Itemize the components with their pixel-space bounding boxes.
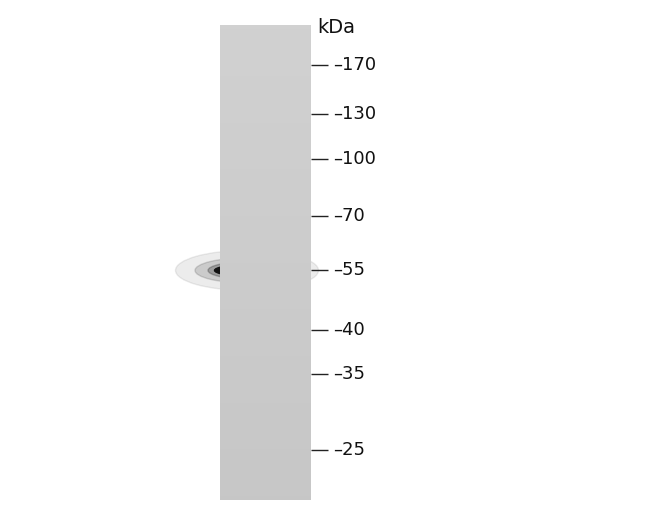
Text: –55: –55 bbox=[333, 262, 365, 279]
Ellipse shape bbox=[176, 250, 318, 290]
Text: –35: –35 bbox=[333, 366, 365, 383]
Text: –100: –100 bbox=[333, 150, 376, 167]
Ellipse shape bbox=[195, 258, 299, 283]
Ellipse shape bbox=[214, 265, 280, 276]
Text: –40: –40 bbox=[333, 321, 365, 339]
Text: –25: –25 bbox=[333, 441, 365, 459]
Text: –130: –130 bbox=[333, 106, 376, 123]
Text: –170: –170 bbox=[333, 56, 376, 74]
Text: –70: –70 bbox=[333, 207, 365, 225]
Ellipse shape bbox=[208, 262, 286, 279]
Text: kDa: kDa bbox=[317, 18, 355, 37]
